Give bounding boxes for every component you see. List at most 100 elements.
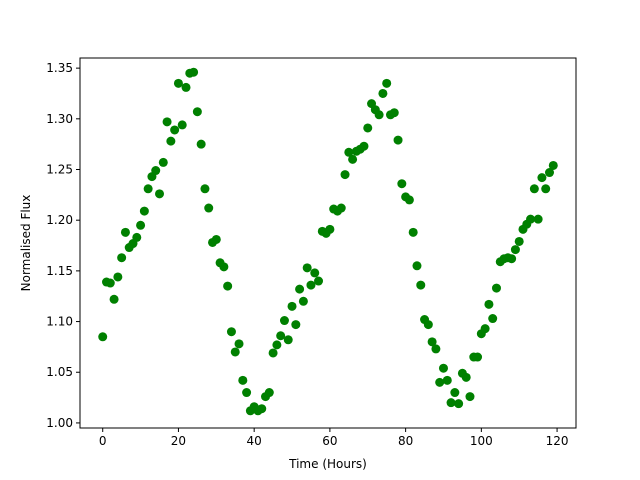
y-tick-label: 1.35 [46, 61, 73, 75]
x-tick-label: 100 [470, 434, 493, 448]
data-point [480, 324, 490, 334]
data-point [230, 347, 240, 357]
data-point [404, 195, 414, 205]
data-point [173, 78, 183, 88]
data-point [488, 314, 498, 324]
data-point [109, 294, 119, 304]
data-point [276, 331, 286, 341]
data-point [393, 135, 403, 145]
data-point [257, 404, 267, 414]
data-point [325, 224, 335, 234]
data-point [336, 203, 346, 213]
data-point [238, 375, 248, 385]
x-tick-label: 120 [546, 434, 569, 448]
data-point [117, 253, 127, 263]
data-point [291, 320, 301, 330]
x-tick-label: 60 [322, 434, 337, 448]
data-point [177, 120, 187, 130]
data-point [158, 157, 168, 167]
data-point [155, 189, 165, 199]
data-point [196, 139, 206, 149]
data-point [548, 160, 558, 170]
y-tick-label: 1.15 [46, 264, 73, 278]
data-point [491, 283, 501, 293]
data-point [298, 296, 308, 306]
data-point [162, 117, 172, 127]
data-point [446, 398, 456, 408]
data-point [510, 245, 520, 255]
y-tick-label: 1.10 [46, 315, 73, 329]
x-tick-label: 40 [247, 434, 262, 448]
data-point [412, 261, 422, 271]
data-point [302, 263, 312, 273]
data-point [98, 332, 108, 342]
data-point [219, 262, 229, 272]
data-point [120, 227, 130, 237]
data-point [374, 110, 384, 120]
data-point [200, 184, 210, 194]
data-point [416, 280, 426, 290]
data-point [264, 388, 274, 398]
x-tick-label: 0 [99, 434, 107, 448]
data-point [170, 125, 180, 135]
data-point [389, 108, 399, 118]
x-axis-label: Time (Hours) [288, 457, 367, 471]
data-point [465, 392, 475, 402]
data-point [461, 372, 471, 382]
data-point [234, 339, 244, 349]
data-point [427, 337, 437, 347]
data-point [310, 268, 320, 278]
y-tick-label: 1.05 [46, 365, 73, 379]
data-point [344, 147, 354, 157]
data-point [382, 78, 392, 88]
data-point [181, 82, 191, 92]
y-tick-label: 1.30 [46, 112, 73, 126]
data-point [279, 316, 289, 326]
data-point [283, 335, 293, 345]
data-point [537, 173, 547, 183]
data-point [435, 377, 445, 387]
data-point [223, 281, 233, 291]
y-tick-label: 1.00 [46, 416, 73, 430]
data-points [98, 67, 558, 416]
data-point [348, 154, 358, 164]
data-point [397, 179, 407, 189]
data-point [242, 388, 252, 398]
data-point [192, 107, 202, 117]
data-point [533, 214, 543, 224]
data-point [484, 299, 494, 309]
data-point [545, 168, 554, 178]
data-point [408, 227, 418, 237]
data-point [442, 375, 452, 385]
data-point [166, 136, 176, 146]
data-point [268, 348, 278, 358]
data-point [431, 344, 441, 354]
data-point [151, 166, 161, 176]
data-point [514, 236, 524, 246]
x-tick-label: 80 [398, 434, 413, 448]
data-point [473, 352, 483, 362]
data-point [272, 340, 282, 350]
data-point [189, 67, 199, 77]
data-point [295, 284, 305, 294]
data-point [363, 123, 373, 133]
data-point [287, 301, 297, 311]
y-tick-label: 1.25 [46, 163, 73, 177]
data-point [450, 388, 460, 398]
data-point [438, 363, 448, 373]
plot-frame [79, 57, 577, 429]
data-point [340, 170, 350, 180]
data-point [204, 203, 214, 213]
data-point [211, 234, 221, 244]
data-point [105, 278, 115, 288]
data-point [526, 214, 536, 224]
data-point [113, 272, 123, 282]
data-point [136, 220, 146, 230]
data-point [454, 399, 464, 409]
data-point [541, 184, 551, 194]
data-point [139, 206, 149, 216]
data-point [507, 254, 517, 264]
data-point [378, 88, 388, 98]
y-axis-label: Normalised Flux [19, 195, 33, 292]
